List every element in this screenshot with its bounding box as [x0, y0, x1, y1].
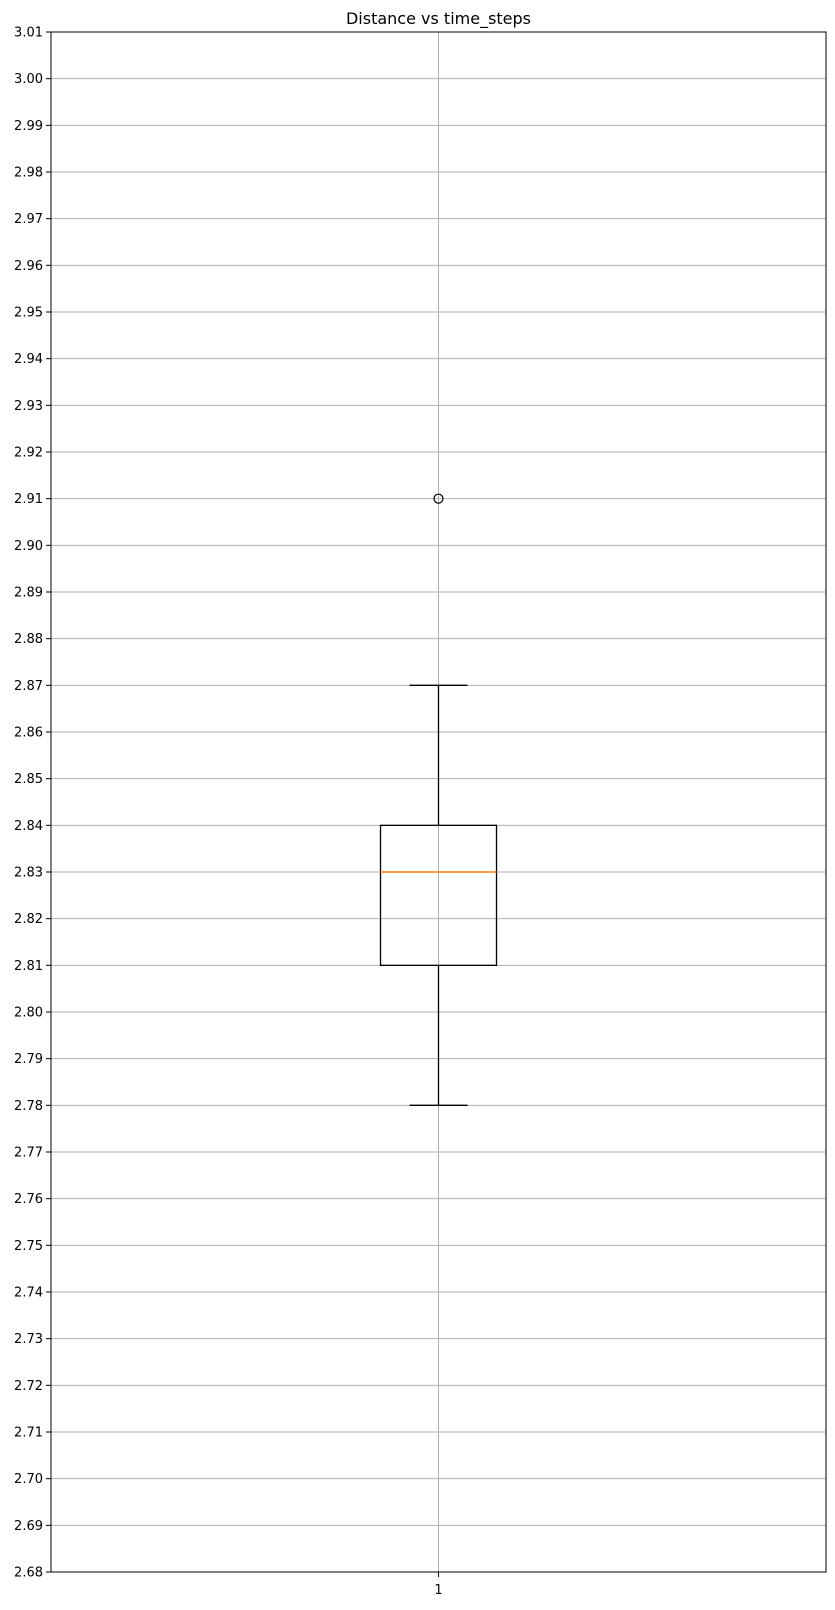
y-tick-label: 2.77 [14, 1146, 43, 1161]
y-tick-label: 2.95 [14, 306, 43, 321]
y-tick-label: 2.91 [14, 492, 43, 507]
y-tick-label: 2.90 [14, 539, 43, 554]
y-tick-label: 2.81 [14, 959, 43, 974]
y-tick-label: 2.75 [14, 1239, 43, 1254]
y-tick-label: 2.98 [14, 166, 43, 181]
chart-title: Distance vs time_steps [346, 9, 531, 29]
box-layer [379, 493, 498, 1106]
y-tick-label: 2.83 [14, 866, 43, 881]
y-tick-label: 2.85 [14, 772, 43, 787]
y-tick-label: 2.68 [14, 1566, 43, 1581]
y-tick-label: 2.93 [14, 399, 43, 414]
y-tick-label: 2.73 [14, 1332, 43, 1347]
y-tick-label: 2.76 [14, 1192, 43, 1207]
iqr-box [379, 824, 498, 966]
y-tick-label: 2.74 [14, 1286, 43, 1301]
box-1 [379, 493, 498, 1106]
x-axis: 1 [434, 1572, 443, 1598]
y-tick-label: 2.99 [14, 119, 43, 134]
y-tick-label: 2.87 [14, 679, 43, 694]
y-tick-label: 2.80 [14, 1006, 43, 1021]
y-tick-label: 2.89 [14, 586, 43, 601]
y-tick-label: 2.71 [14, 1426, 43, 1441]
y-tick-label: 2.96 [14, 259, 43, 274]
outlier-point [433, 493, 444, 504]
y-tick-label: 2.82 [14, 912, 43, 927]
y-tick-label: 2.92 [14, 446, 43, 461]
y-tick-label: 2.97 [14, 212, 43, 227]
y-tick-label: 2.88 [14, 632, 43, 647]
y-tick-label: 2.86 [14, 726, 43, 741]
y-tick-label: 2.84 [14, 819, 43, 834]
y-tick-label: 2.72 [14, 1379, 43, 1394]
y-tick-label: 2.78 [14, 1099, 43, 1114]
x-tick-label: 1 [434, 1583, 442, 1598]
y-tick-label: 3.01 [14, 26, 43, 41]
y-tick-label: 2.94 [14, 352, 43, 367]
y-tick-label: 2.70 [14, 1472, 43, 1487]
y-tick-label: 3.00 [14, 72, 43, 87]
y-tick-label: 2.69 [14, 1519, 43, 1534]
y-axis: 2.68 2.69 2.70 2.71 2.72 2.73 2.74 2.75 2.76 2.77… [14, 26, 51, 1581]
y-tick-label: 2.79 [14, 1052, 43, 1067]
